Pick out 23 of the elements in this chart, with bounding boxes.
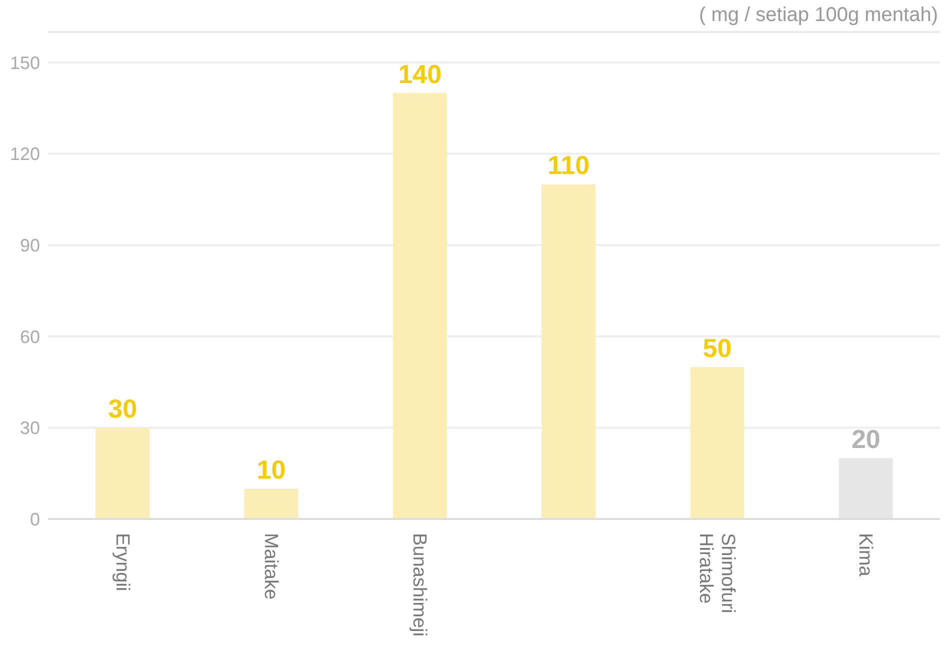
data-label: 140 bbox=[398, 58, 442, 89]
y-axis-title: ( mg / setiap 100g mentah) bbox=[698, 4, 938, 27]
x-tick-label: Eryngii bbox=[111, 533, 132, 592]
y-tick-label: 120 bbox=[10, 144, 40, 164]
y-tick-label: 60 bbox=[20, 326, 40, 347]
bar bbox=[542, 184, 596, 519]
bar bbox=[690, 366, 744, 519]
x-tick-label: Shimofuri Hiratake bbox=[695, 533, 738, 614]
bar bbox=[392, 92, 447, 519]
data-label: 110 bbox=[548, 150, 590, 180]
data-label: 20 bbox=[851, 424, 880, 454]
y-tick-label: 30 bbox=[20, 418, 40, 438]
x-tick-label: Maitake bbox=[260, 533, 281, 600]
data-label: 30 bbox=[108, 394, 138, 424]
data-label: 10 bbox=[256, 454, 286, 485]
y-tick-label: 90 bbox=[20, 235, 40, 256]
y-tick-label: 0 bbox=[30, 509, 40, 530]
x-tick-label: Bunashimeji bbox=[408, 533, 430, 636]
bar bbox=[244, 488, 298, 519]
data-label: 50 bbox=[702, 332, 732, 363]
x-tick-label: Kima bbox=[854, 533, 876, 577]
y-tick-label: 150 bbox=[10, 52, 40, 73]
bar bbox=[96, 428, 150, 519]
